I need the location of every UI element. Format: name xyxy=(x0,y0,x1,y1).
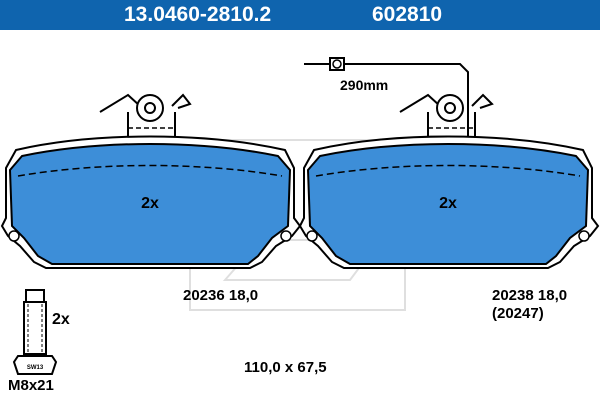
pad-dimensions: 110,0 x 67,5 xyxy=(244,359,327,376)
right-pad-alt-code: (20247) xyxy=(492,305,544,322)
sensor-wire xyxy=(304,63,469,140)
bolt-size: M8x21 xyxy=(8,377,54,394)
right-notch-right xyxy=(578,230,590,242)
part-number: 13.0460-2810.2 xyxy=(124,3,272,26)
right-friction-material xyxy=(306,143,590,265)
right-pad-code: 20238 18,0 xyxy=(492,287,567,304)
right-pad-quantity: 2x xyxy=(439,195,457,212)
right-brake-pad: 2x xyxy=(298,57,600,269)
left-clip xyxy=(99,93,192,113)
sensor-length-label: 290mm xyxy=(340,77,388,93)
left-notch-left xyxy=(8,230,20,242)
bolt-head xyxy=(12,355,58,375)
left-notch-right xyxy=(280,230,292,242)
header-bar: 13.0460-2810.2 602810 xyxy=(0,0,600,30)
right-clip xyxy=(399,93,494,113)
reference-number: 602810 xyxy=(372,3,443,26)
left-wear-dash xyxy=(17,164,283,177)
left-pad-quantity: 2x xyxy=(141,195,159,212)
bolt-shank xyxy=(23,301,47,355)
left-friction-material xyxy=(8,143,292,265)
sensor-connector-pin xyxy=(332,59,342,69)
left-pad-code: 20236 18,0 xyxy=(183,287,258,304)
right-wear-dash xyxy=(315,164,581,177)
right-notch-left xyxy=(306,230,318,242)
bolt-wrench-size: SW13 xyxy=(27,365,44,371)
guide-bolt: SW13 xyxy=(12,289,58,375)
left-brake-pad: 2x xyxy=(0,93,302,269)
bolt-quantity: 2x xyxy=(52,311,70,328)
left-lug-hole xyxy=(144,102,156,114)
right-lug-hole xyxy=(444,102,456,114)
